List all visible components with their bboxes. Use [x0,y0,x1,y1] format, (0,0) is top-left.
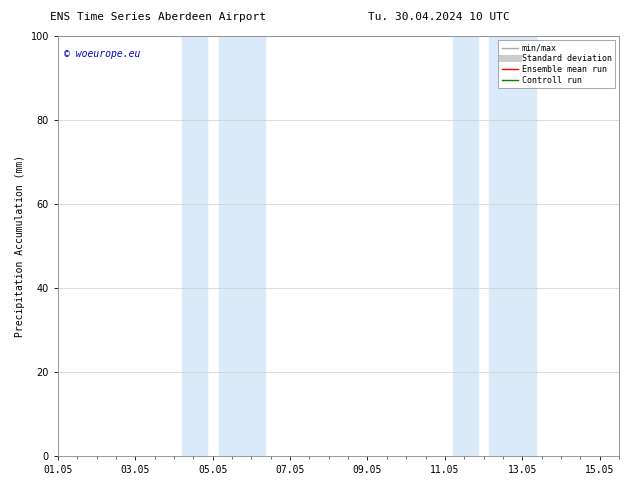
Legend: min/max, Standard deviation, Ensemble mean run, Controll run: min/max, Standard deviation, Ensemble me… [498,40,615,88]
Bar [219,36,265,456]
Y-axis label: Precipitation Accumulation (mm): Precipitation Accumulation (mm) [15,155,25,337]
Text: Tu. 30.04.2024 10 UTC: Tu. 30.04.2024 10 UTC [368,12,510,22]
Text: ENS Time Series Aberdeen Airport: ENS Time Series Aberdeen Airport [50,12,266,22]
Bar [453,36,478,456]
Text: © woeurope.eu: © woeurope.eu [63,49,140,59]
Bar [489,36,536,456]
Bar [182,36,207,456]
